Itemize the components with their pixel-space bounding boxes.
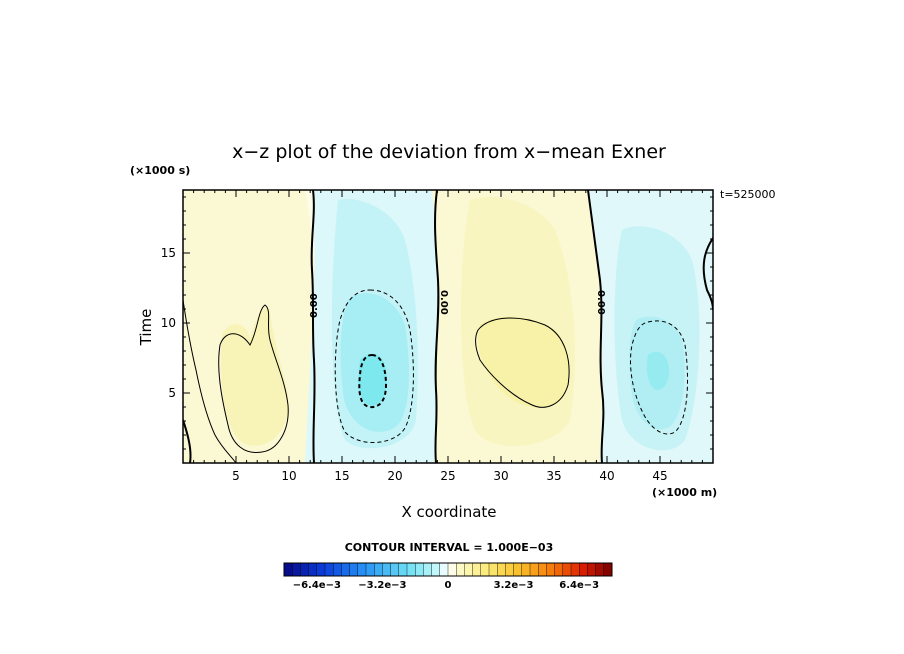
colorbar-cell-19 — [439, 562, 449, 577]
colorbar-tick-label-1: −3.2e−3 — [358, 580, 406, 591]
colorbar-cell-1 — [292, 562, 301, 577]
colorbar-cell-34 — [562, 562, 572, 577]
colorbar-cell-9 — [357, 562, 367, 577]
colorbar-tick-label-3: 3.2e−3 — [494, 580, 534, 591]
colorbar-cell-10 — [365, 562, 375, 577]
x-axis-ticks: 5 10 15 20 25 30 35 40 45 — [193, 190, 703, 483]
colorbar-cell-14 — [398, 562, 408, 577]
x-tick-label-8: 45 — [652, 469, 667, 483]
colorbar-cell-16 — [415, 562, 424, 577]
y-tick-label-1: 10 — [161, 316, 176, 330]
colorbar-cell-6 — [333, 562, 342, 577]
positive-contour-left — [183, 299, 289, 463]
colorbar-cell-38 — [595, 562, 605, 577]
positive-contour-center-right — [475, 317, 570, 408]
negative-core-right — [646, 351, 670, 390]
x-tick-label-7: 40 — [599, 469, 614, 483]
colorbar-frame — [283, 562, 613, 577]
colorbar-cell-30 — [529, 562, 539, 577]
colorbar-cell-0 — [283, 562, 293, 577]
zero-contour-edge-left — [183, 419, 192, 463]
y-axis-ticks: 5 10 15 — [161, 196, 713, 450]
x-tick-label-5: 30 — [493, 469, 508, 483]
colorbar-tick-label-2: 0 — [445, 580, 452, 591]
field-fills — [183, 190, 713, 463]
colorbar-cell-17 — [423, 562, 433, 577]
colorbar-cell-21 — [456, 562, 465, 577]
colorbar-tick-label-4: 6.4e−3 — [559, 580, 599, 591]
colorbar-labels: −6.4e−3 −3.2e−3 0 3.2e−3 6.4e−3 — [293, 580, 599, 591]
y-axis-label: Time — [137, 309, 155, 347]
zero-contour-labels: 0.00 0.00 0.00 — [309, 290, 606, 318]
zero-contour-2 — [434, 190, 440, 463]
x-tick-label-0: 5 — [232, 469, 240, 483]
colorbar-cell-36 — [579, 562, 588, 577]
contour-lines — [183, 190, 713, 463]
colorbar-cell-31 — [538, 562, 547, 577]
zero-contour-label-2: 0.00 — [438, 290, 449, 315]
zero-contour-3 — [587, 190, 605, 463]
colorbar-cell-15 — [406, 562, 416, 577]
x-tick-label-1: 10 — [281, 469, 296, 483]
x-tick-label-4: 25 — [440, 469, 455, 483]
x-tick-label-2: 15 — [334, 469, 349, 483]
colorbar-cell-24 — [480, 562, 490, 577]
x-unit-label: (×1000 m) — [652, 486, 717, 499]
zero-contour-label-1: 0.00 — [309, 293, 320, 318]
chart-title: x−z plot of the deviation from x−mean Ex… — [232, 141, 666, 163]
colorbar-cell-22 — [464, 562, 474, 577]
plot-area — [183, 190, 713, 463]
negative-contour-inner-center-left — [358, 353, 388, 409]
colorbar-cell-27 — [505, 562, 515, 577]
y-tick-label-2: 15 — [161, 246, 176, 260]
colorbar-cell-26 — [497, 562, 506, 577]
colorbar-cell-8 — [349, 562, 359, 577]
x-tick-label-3: 20 — [387, 469, 402, 483]
time-annotation: t=525000 — [720, 188, 776, 201]
colorbar-cell-3 — [308, 562, 318, 577]
positive-core-left — [221, 307, 289, 446]
zero-contour-label-3: 0.00 — [595, 290, 606, 315]
colorbar-cell-18 — [431, 562, 441, 577]
colorbar-cell-37 — [587, 562, 597, 577]
colorbar — [283, 562, 613, 577]
colorbar-cell-32 — [546, 562, 556, 577]
y-unit-label: (×1000 s) — [130, 164, 190, 177]
colorbar-cell-20 — [447, 562, 457, 577]
zero-contour-1 — [310, 190, 316, 463]
colorbar-cell-23 — [472, 562, 482, 577]
colorbar-cell-5 — [324, 562, 334, 577]
colorbar-cell-35 — [570, 562, 580, 577]
contour-interval-text: CONTOUR INTERVAL = 1.000E−03 — [345, 541, 554, 554]
y-tick-label-0: 5 — [168, 386, 176, 400]
negative-contour-center-left — [334, 289, 414, 444]
x-axis-label: X coordinate — [401, 503, 496, 521]
colorbar-tick-label-0: −6.4e−3 — [293, 580, 341, 591]
positive-core-center-right — [478, 316, 570, 408]
colorbar-cell-25 — [488, 562, 498, 577]
colorbar-cell-12 — [382, 562, 392, 577]
colorbar-cell-4 — [316, 562, 326, 577]
colorbar-cell-29 — [521, 562, 531, 577]
colorbar-cell-28 — [513, 562, 523, 577]
x-tick-label-6: 35 — [546, 469, 561, 483]
colorbar-cell-13 — [390, 562, 400, 577]
colorbar-cell-11 — [374, 562, 383, 577]
negative-core-center-left — [358, 354, 387, 406]
colorbar-cell-33 — [554, 562, 564, 577]
colorbar-cell-2 — [300, 562, 310, 577]
colorbar-cell-39 — [603, 562, 613, 577]
colorbar-cell-7 — [341, 562, 351, 577]
